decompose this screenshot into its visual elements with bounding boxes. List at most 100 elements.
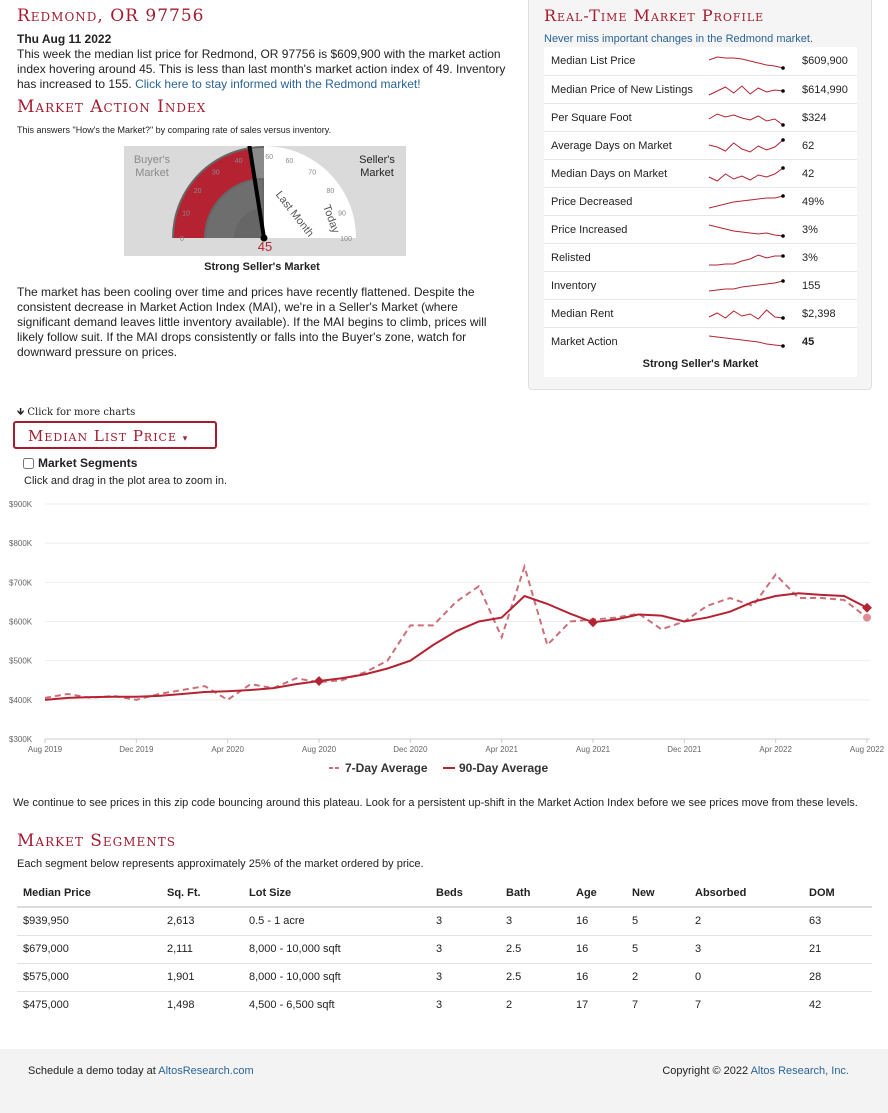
profile-table: Median List Price $609,900 Median Price of… bbox=[544, 47, 857, 377]
chart-selector-label: Median List Price bbox=[28, 427, 178, 445]
legend-90day-label: 90-Day Average bbox=[459, 761, 548, 775]
series-7day-line bbox=[44, 563, 868, 702]
gauge-tick-label: 30 bbox=[212, 170, 220, 177]
sparkline-end-dot bbox=[781, 166, 785, 170]
segments-column-header: Median Price bbox=[17, 879, 161, 908]
segments-cell: 3 bbox=[500, 906, 570, 935]
market-segments-checkbox[interactable] bbox=[23, 457, 34, 469]
segments-cell: 3 bbox=[689, 934, 803, 963]
gauge-needle-hub bbox=[260, 234, 268, 242]
altos-site-link[interactable]: AltosResearch.com bbox=[158, 1065, 254, 1077]
segments-cell: 2.5 bbox=[500, 962, 570, 991]
x-tick-label: Apr 2020 bbox=[211, 745, 244, 754]
profile-row: Median Days on Market 42 bbox=[544, 159, 857, 187]
sparkline bbox=[708, 138, 785, 153]
sparkline bbox=[708, 166, 785, 182]
segments-cell: 2.5 bbox=[500, 934, 570, 963]
gauge-center bbox=[264, 208, 294, 238]
segments-cell: 5 bbox=[626, 934, 689, 963]
x-tick-label: Aug 2022 bbox=[850, 745, 885, 754]
profile-title: Real-Time Market Profile bbox=[544, 6, 765, 25]
y-tick-label: $700K bbox=[9, 578, 33, 587]
sellers-label-1: Seller's bbox=[359, 154, 395, 166]
profile-row-label: Market Action bbox=[551, 336, 618, 348]
profile-row-label: Price Increased bbox=[551, 224, 628, 236]
sparkline-line bbox=[708, 167, 784, 182]
profile-row-value: $2,398 bbox=[802, 308, 836, 320]
sparkline-end-dot bbox=[781, 316, 785, 320]
profile-row: Median Rent $2,398 bbox=[544, 299, 857, 327]
sparkline-line bbox=[708, 309, 784, 320]
market-profile-panel: Real-Time Market Profile Never miss impo… bbox=[528, 0, 872, 390]
sellers-label-2: Market bbox=[360, 167, 394, 179]
mai-subtitle: This answers "How's the Market?" by comp… bbox=[17, 125, 332, 135]
x-tick-label: Apr 2021 bbox=[485, 745, 518, 754]
profile-row: Market Action 45 bbox=[544, 327, 857, 355]
sparkline-line bbox=[709, 254, 783, 266]
chart-selector-dropdown[interactable]: Median List Price ▾ bbox=[13, 421, 217, 449]
profile-row-value: 49% bbox=[802, 196, 825, 208]
more-charts-link[interactable]: 🡻 Click for more charts bbox=[17, 405, 135, 422]
profile-row-value: 3% bbox=[802, 224, 818, 236]
profile-row-label: Per Square Foot bbox=[551, 112, 632, 124]
market-segments-toggle[interactable]: Market Segments bbox=[23, 456, 137, 470]
profile-row-value: 3% bbox=[802, 252, 818, 264]
segments-column-header: Lot Size bbox=[243, 879, 430, 908]
segments-cell: $475,000 bbox=[17, 990, 161, 1019]
profile-row-label: Relisted bbox=[551, 252, 591, 264]
gauge-tick-label: 70 bbox=[308, 170, 316, 177]
sparkline-line bbox=[708, 139, 784, 153]
sparkline-line bbox=[708, 224, 784, 237]
gauge-value: 45 bbox=[258, 239, 272, 254]
segments-cell: 0.5 - 1 acre bbox=[243, 906, 430, 935]
sparkline bbox=[708, 113, 785, 127]
series-90day-line bbox=[44, 592, 868, 701]
segments-cell: 2,111 bbox=[161, 934, 243, 963]
profile-subscribe-link[interactable]: Never miss important changes in the Redm… bbox=[544, 33, 814, 45]
segments-cell: $575,000 bbox=[17, 962, 161, 991]
segments-column-header: Bath bbox=[500, 879, 570, 908]
altos-company-link[interactable]: Altos Research, Inc. bbox=[750, 1065, 849, 1077]
x-tick-label: Dec 2019 bbox=[119, 745, 154, 754]
gauge-status: Strong Seller's Market bbox=[204, 261, 320, 273]
segments-cell: 2,613 bbox=[161, 906, 243, 935]
segments-cell: $679,000 bbox=[17, 934, 161, 963]
segments-cell: 2 bbox=[689, 906, 803, 935]
gauge-last-month-arc bbox=[206, 180, 264, 238]
segments-cell: 3 bbox=[430, 906, 500, 935]
report-date: Thu Aug 11 2022 bbox=[17, 32, 112, 46]
gauge-tick-label: 40 bbox=[235, 158, 243, 165]
market-action-gauge: Buyer's Market Seller's Market 0 10 20 30 40… bbox=[124, 146, 406, 256]
stay-informed-link[interactable]: Click here to stay informed with the Red… bbox=[135, 77, 421, 91]
footer-demo: Schedule a demo today at AltosResearch.c… bbox=[28, 1065, 254, 1077]
segments-cell: 1,498 bbox=[161, 990, 243, 1019]
median-list-price-chart[interactable]: $300K $400K $500K $600K $700K $800K $900K Aug 2… bbox=[0, 492, 888, 782]
profile-row: Relisted 3% bbox=[544, 243, 857, 271]
segments-column-header: DOM bbox=[803, 879, 872, 908]
segments-row: $679,000 2,111 8,000 - 10,000 sqft 3 2.5 16 5 3… bbox=[17, 934, 872, 963]
sparkline-end-dot bbox=[781, 123, 785, 127]
segments-cell: 2 bbox=[500, 990, 570, 1019]
y-tick-label: $300K bbox=[9, 735, 33, 744]
footer-demo-text: Schedule a demo today at bbox=[28, 1065, 156, 1077]
series-marker-diamond bbox=[588, 617, 598, 628]
copyright-text: Copyright © 2022 bbox=[662, 1065, 749, 1077]
profile-row-value: $324 bbox=[802, 112, 827, 124]
profile-row: Median List Price $609,900 bbox=[544, 47, 857, 75]
profile-row-label: Price Decreased bbox=[551, 196, 633, 208]
profile-row-value: 42 bbox=[802, 168, 815, 180]
series-marker-diamond bbox=[314, 676, 324, 686]
segments-cell: 42 bbox=[803, 990, 872, 1019]
segments-cell: 4,500 - 6,500 sqft bbox=[243, 990, 430, 1019]
gauge-needle bbox=[247, 146, 266, 240]
sparkline bbox=[708, 279, 785, 292]
buyers-label-2: Market bbox=[135, 167, 169, 179]
gauge-tick-label: 90 bbox=[338, 211, 346, 218]
profile-row: Median Price of New Listings $614,990 bbox=[544, 75, 857, 103]
segments-cell: 16 bbox=[570, 906, 626, 935]
x-tick-label: Apr 2022 bbox=[759, 745, 792, 754]
segments-heading: Market Segments bbox=[17, 831, 177, 851]
buyers-label-1: Buyer's bbox=[134, 154, 171, 166]
segments-cell: 16 bbox=[570, 934, 626, 963]
segments-column-header: Age bbox=[570, 879, 626, 908]
